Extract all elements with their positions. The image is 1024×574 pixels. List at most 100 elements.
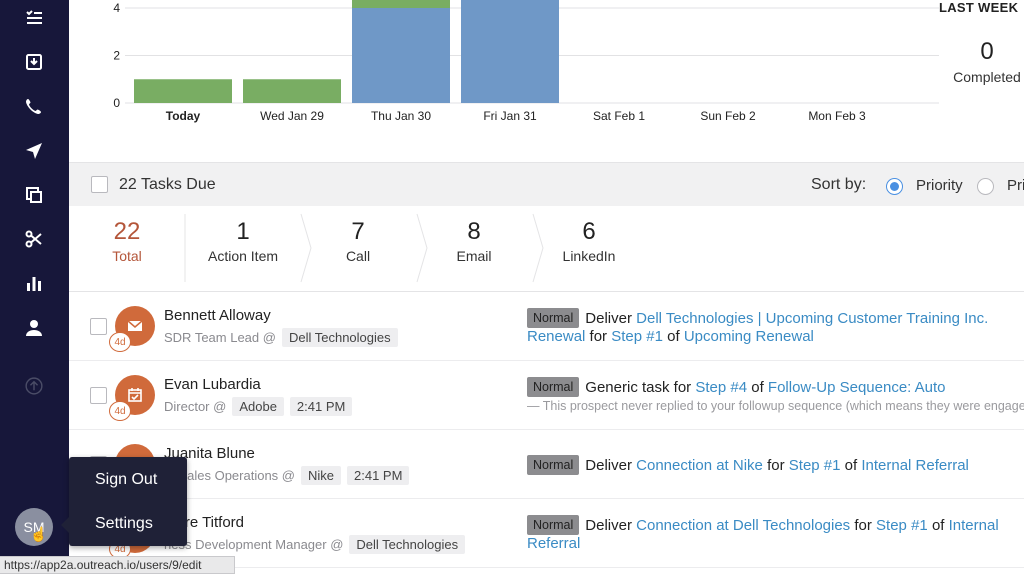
prospect-name[interactable]: Bennett Alloway bbox=[164, 307, 271, 324]
task-type-tabs: 22 Total 1 Action Item 7 Call 8 Email 6 … bbox=[69, 206, 1024, 292]
upload-icon[interactable] bbox=[20, 372, 48, 400]
sign-out-menu-item[interactable]: Sign Out bbox=[95, 471, 158, 488]
prospect-title: of Sales Operations @ bbox=[164, 468, 295, 483]
for-text: for bbox=[854, 517, 872, 534]
sequence-link[interactable]: Follow-Up Sequence: Auto bbox=[767, 379, 946, 396]
priority-badge: Normal bbox=[527, 455, 580, 475]
copy-icon[interactable] bbox=[22, 183, 46, 207]
row-checkbox[interactable] bbox=[90, 318, 107, 335]
sort-priority-radio[interactable] bbox=[886, 178, 903, 195]
step-link[interactable]: Step #1 bbox=[788, 457, 841, 474]
age-badge: 4d bbox=[109, 332, 131, 352]
step-link[interactable]: Step #1 bbox=[876, 517, 928, 534]
table-row[interactable]: 4d Bennett Alloway SDR Team Lead @ Dell … bbox=[69, 292, 1024, 361]
x-tick-label: Mon Feb 3 bbox=[808, 109, 866, 123]
x-tick-label: Today bbox=[166, 109, 201, 123]
sort-label: Sort by: bbox=[811, 176, 867, 193]
prospect-meta: Director @ Adobe 2:41 PM bbox=[164, 397, 353, 416]
for-text: for bbox=[589, 328, 608, 345]
prospect-name[interactable]: Evan Lubardia bbox=[164, 376, 261, 393]
account-menu: Sign Out Settings bbox=[61, 457, 187, 546]
avatar[interactable]: SM bbox=[15, 508, 53, 546]
row-checkbox[interactable] bbox=[90, 387, 107, 404]
prospect-meta: of Sales Operations @ Nike 2:41 PM bbox=[164, 466, 410, 485]
prospect-title: ness Development Manager @ bbox=[164, 537, 344, 552]
prospect-meta: SDR Team Lead @ Dell Technologies bbox=[164, 328, 398, 347]
tab-linkedin[interactable]: 6 LinkedIn bbox=[531, 206, 647, 292]
tab-action-item-label: Action Item bbox=[207, 248, 279, 264]
tab-call-count: 7 bbox=[351, 218, 365, 245]
priority-badge: Normal bbox=[527, 377, 580, 397]
sort-other-radio[interactable] bbox=[977, 178, 994, 195]
task-description: Normal Deliver Connection at Dell Technol… bbox=[527, 515, 1024, 553]
template-link[interactable]: Dell Technologies | Upcoming Customer Tr… bbox=[527, 310, 989, 345]
prospect-title: SDR Team Lead @ bbox=[164, 330, 276, 345]
settings-menu-item[interactable]: Settings bbox=[95, 515, 153, 532]
step-link[interactable]: Step #4 bbox=[695, 379, 748, 396]
tasks-icon[interactable] bbox=[22, 6, 46, 30]
tab-email-label: Email bbox=[456, 248, 492, 264]
x-tick-label: Wed Jan 29 bbox=[260, 109, 324, 123]
bar-chart-icon[interactable] bbox=[22, 271, 46, 295]
bar-segment bbox=[461, 0, 559, 103]
status-bar-url: https://app2a.outreach.io/users/9/edit bbox=[0, 556, 235, 574]
tab-call-label: Call bbox=[345, 248, 371, 264]
prospect-title: Director @ bbox=[164, 399, 227, 414]
of-text: of bbox=[751, 379, 764, 396]
tab-email[interactable]: 8 Email bbox=[416, 206, 532, 292]
y-tick-label: 2 bbox=[113, 49, 120, 63]
tab-dividers bbox=[184, 213, 544, 283]
company-tag[interactable]: Nike bbox=[300, 466, 341, 485]
sort-other-label[interactable]: Pri bbox=[1007, 177, 1024, 194]
send-icon[interactable] bbox=[22, 139, 46, 163]
bar-segment bbox=[134, 79, 232, 103]
email-icon bbox=[127, 320, 143, 331]
task-note: — This prospect never replied to your fo… bbox=[527, 399, 1024, 413]
tab-linkedin-label: LinkedIn bbox=[562, 248, 616, 264]
sequence-link[interactable]: Upcoming Renewal bbox=[683, 328, 814, 345]
task-verb: Generic task for bbox=[585, 379, 692, 396]
tab-total[interactable]: 22 Total bbox=[69, 206, 185, 292]
sidebar: SM ☝ bbox=[0, 0, 69, 574]
bar-segment bbox=[352, 8, 450, 103]
tab-total-label: Total bbox=[112, 248, 142, 264]
summary-title: LAST WEEK bbox=[939, 0, 1019, 15]
table-row[interactable]: 4d Evan Lubardia Director @ Adobe 2:41 P… bbox=[69, 361, 1024, 430]
task-verb: Deliver bbox=[585, 310, 632, 327]
tab-linkedin-count: 6 bbox=[582, 218, 596, 245]
tasks-due-count: 22 Tasks Due bbox=[119, 176, 216, 193]
task-verb: Deliver bbox=[585, 517, 632, 534]
task-description: Normal Deliver Dell Technologies | Upcomi… bbox=[527, 308, 1024, 346]
company-tag[interactable]: Adobe bbox=[232, 397, 284, 416]
x-tick-label: Sat Feb 1 bbox=[593, 109, 645, 123]
sort-priority-label[interactable]: Priority bbox=[916, 177, 963, 194]
tab-call[interactable]: 7 Call bbox=[300, 206, 416, 292]
time-tag: 2:41 PM bbox=[347, 466, 410, 485]
bar-chart: 0 2 4 Today Wed Jan 29 Thu Jan 30 Fri Jan 31 Sa… bbox=[113, 0, 939, 123]
select-all-checkbox[interactable] bbox=[91, 176, 108, 193]
task-description: Normal Deliver Connection at Nike for Ste… bbox=[527, 455, 1024, 475]
priority-badge: Normal bbox=[527, 515, 580, 535]
y-tick-label: 4 bbox=[113, 1, 120, 15]
tab-action-item[interactable]: 1 Action Item bbox=[185, 206, 301, 292]
prospect-meta: ness Development Manager @ Dell Technolo… bbox=[164, 535, 466, 554]
scissors-icon[interactable] bbox=[22, 227, 46, 251]
x-tick-label: Thu Jan 30 bbox=[371, 109, 431, 123]
phone-icon[interactable] bbox=[22, 94, 46, 118]
tasks-chart: 0 2 4 Today Wed Jan 29 Thu Jan 30 Fri Jan 31 Sa… bbox=[69, 0, 1024, 162]
company-tag[interactable]: Dell Technologies bbox=[349, 535, 466, 554]
template-link[interactable]: Connection at Dell Technologies bbox=[636, 517, 851, 534]
inbox-icon[interactable] bbox=[22, 50, 46, 74]
sequence-link[interactable]: Internal Referral bbox=[861, 457, 969, 474]
table-row[interactable]: Juanita Blune of Sales Operations @ Nike… bbox=[69, 430, 1024, 499]
of-text: of bbox=[844, 457, 858, 474]
of-text: of bbox=[931, 517, 945, 534]
summary-label: Completed bbox=[953, 69, 1021, 85]
priority-badge: Normal bbox=[527, 308, 580, 328]
step-link[interactable]: Step #1 bbox=[611, 328, 663, 345]
person-icon[interactable] bbox=[22, 316, 46, 340]
tab-action-item-count: 1 bbox=[236, 218, 250, 245]
template-link[interactable]: Connection at Nike bbox=[636, 457, 763, 474]
company-tag[interactable]: Dell Technologies bbox=[281, 328, 398, 347]
sequence-link[interactable]: Internal Referral bbox=[527, 517, 999, 552]
